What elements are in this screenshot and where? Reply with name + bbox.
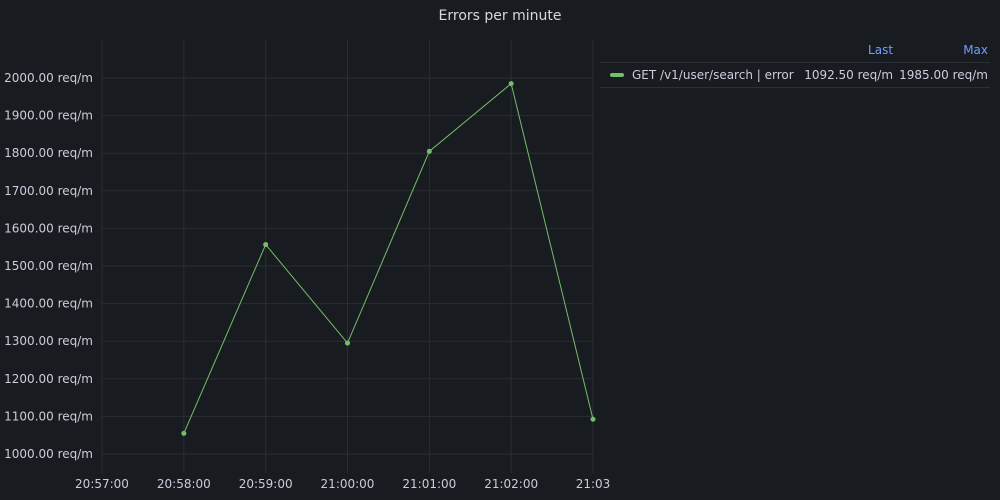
x-tick-label: 20:57:00 (75, 477, 129, 491)
y-tick-label: 1900.00 req/m (4, 109, 93, 123)
series-line (183, 82, 594, 434)
data-point (263, 242, 269, 248)
x-tick-label: 21:02:00 (484, 477, 538, 491)
data-point (181, 430, 187, 436)
x-tick-label: 20:58:00 (157, 477, 211, 491)
legend-max-value: 1985.00 req/m (895, 62, 990, 88)
legend-table: Last Max GET /v1/user/search | error 109… (600, 40, 990, 88)
legend-header-last[interactable]: Last (868, 43, 894, 57)
data-point (508, 81, 514, 87)
legend: Last Max GET /v1/user/search | error 109… (600, 40, 990, 88)
y-tick-label: 1700.00 req/m (4, 184, 93, 198)
data-point (345, 340, 350, 346)
data-point (426, 148, 432, 154)
x-tick-label: 20:59:00 (239, 477, 293, 491)
legend-series-name: GET /v1/user/search | error (632, 68, 794, 82)
x-tick-label: 21:00:00 (321, 477, 375, 491)
y-tick-label: 1300.00 req/m (4, 334, 93, 348)
legend-series-cell[interactable]: GET /v1/user/search | error (600, 62, 801, 88)
x-tick-label: 21:01:00 (402, 477, 456, 491)
data-point (590, 416, 596, 422)
legend-header-series (600, 40, 800, 63)
y-tick-label: 1800.00 req/m (4, 146, 93, 160)
legend-last-value: 1092.50 req/m (800, 62, 896, 88)
y-tick-label: 1100.00 req/m (4, 409, 93, 423)
y-tick-label: 1400.00 req/m (4, 297, 93, 311)
y-tick-label: 2000.00 req/m (4, 71, 93, 85)
legend-row[interactable]: GET /v1/user/search | error 1092.50 req/… (600, 62, 990, 88)
y-tick-label: 1000.00 req/m (4, 447, 93, 461)
y-tick-label: 1200.00 req/m (4, 372, 93, 386)
legend-header-max[interactable]: Max (963, 43, 988, 57)
series-color-swatch (610, 72, 624, 77)
x-tick-label: 21:03 (576, 477, 611, 491)
panel-title: Errors per minute (438, 8, 562, 24)
y-tick-label: 1500.00 req/m (4, 259, 93, 273)
y-tick-label: 1600.00 req/m (4, 221, 93, 235)
